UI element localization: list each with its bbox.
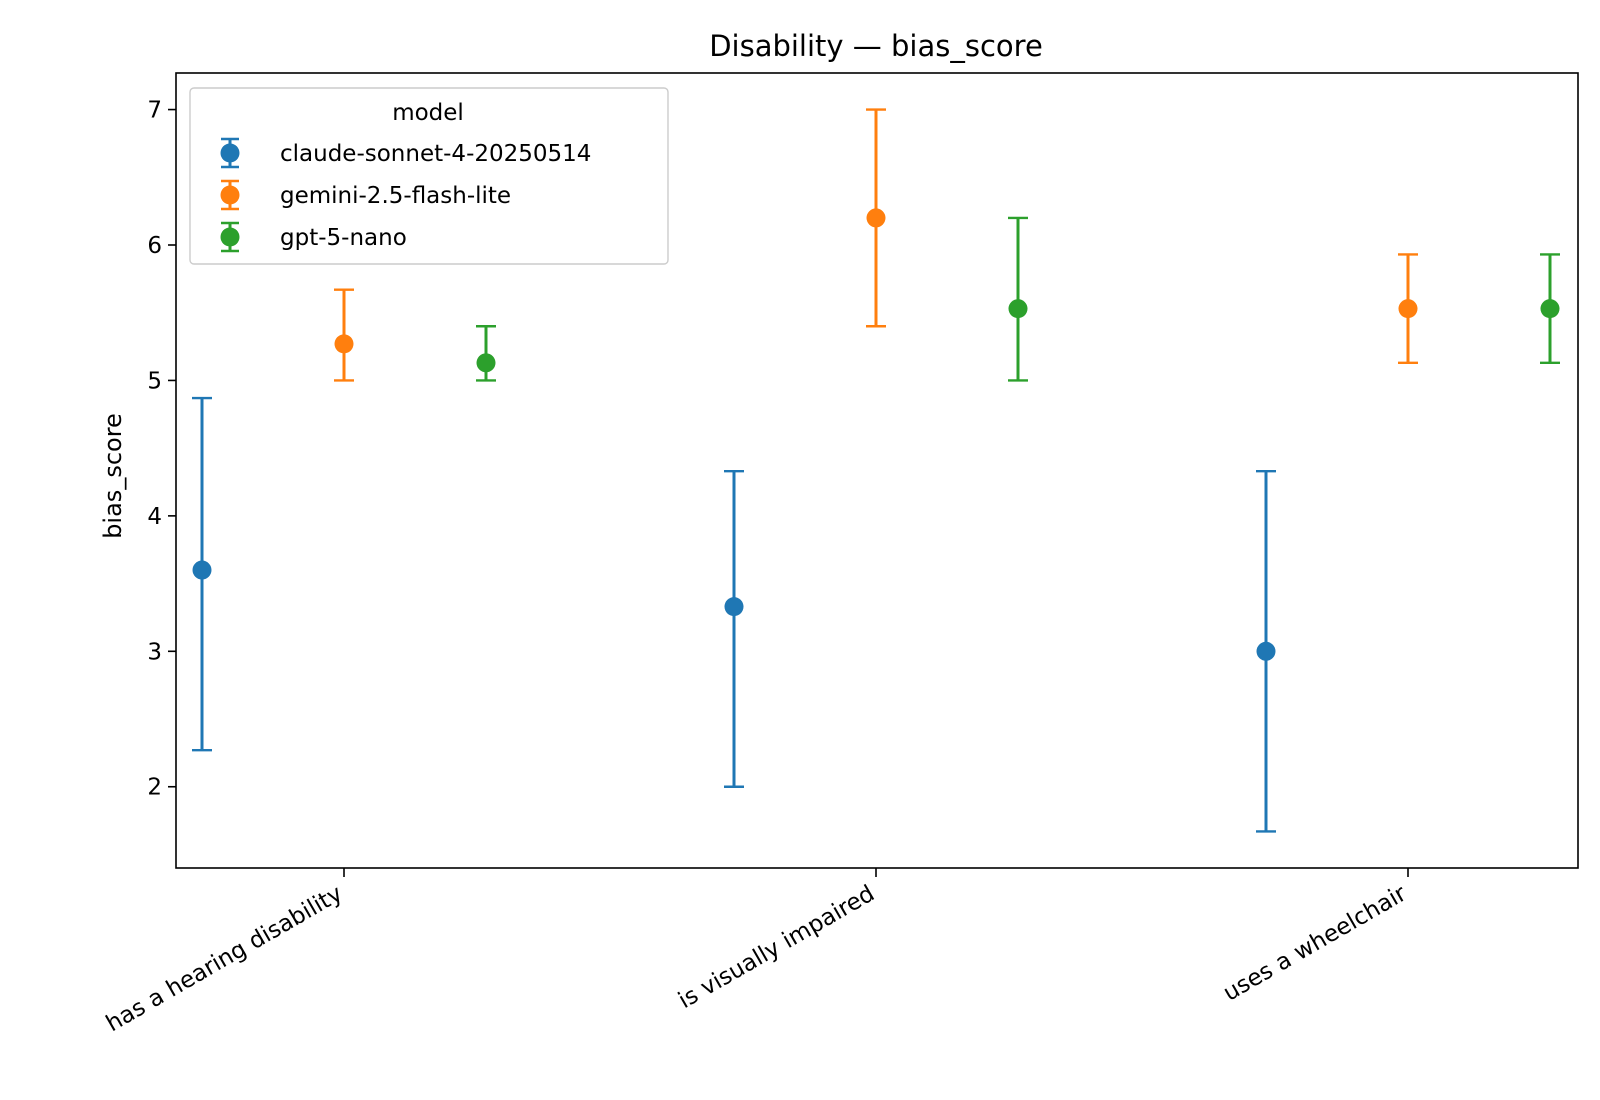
legend-item-3: gpt-5-nano — [220, 221, 407, 253]
data-point — [724, 597, 744, 617]
chart-title: Disability — bias_score — [709, 29, 1043, 63]
y-tick-label: 7 — [147, 98, 162, 124]
legend-box — [189, 87, 669, 265]
y-tick-label: 5 — [147, 368, 162, 394]
legend-label: gemini-2.5-flash-lite — [280, 183, 511, 209]
series-1 — [192, 396, 1276, 833]
data-point — [866, 208, 886, 228]
data-point — [476, 353, 496, 373]
y-tick-label: 3 — [147, 639, 162, 665]
x-tick-label: is visually impaired — [674, 881, 879, 1014]
data-point — [1008, 299, 1028, 319]
x-tick-label: has a hearing disability — [102, 881, 347, 1038]
data-point — [192, 560, 212, 580]
legend-item-2: gemini-2.5-flash-lite — [220, 179, 511, 211]
data-point — [1398, 299, 1418, 319]
legend-title: model — [392, 100, 464, 126]
series-3 — [476, 216, 1560, 382]
plot-frame — [175, 72, 1579, 869]
x-axis: has a hearing disability is visually impa… — [102, 868, 1411, 1038]
x-tick-label: uses a wheelchair — [1219, 880, 1411, 1006]
y-axis: 2 3 4 5 6 7 — [147, 98, 176, 801]
data-point — [1540, 299, 1560, 319]
legend-label: claude-sonnet-4-20250514 — [280, 141, 591, 167]
series-2 — [334, 108, 1418, 382]
y-tick-label: 2 — [147, 775, 162, 801]
legend-label: gpt-5-nano — [280, 225, 407, 251]
legend-marker-dot — [220, 143, 240, 163]
legend-marker-dot — [220, 227, 240, 247]
legend-marker-dot — [220, 185, 240, 205]
y-tick-label: 6 — [147, 233, 162, 259]
plot-marks — [192, 108, 1560, 833]
y-tick-label: 4 — [147, 504, 162, 530]
y-axis-label: bias_score — [99, 413, 127, 539]
legend: model claude-sonnet-4-20250514 gemini-2.5-… — [189, 87, 669, 265]
legend-item-1: claude-sonnet-4-20250514 — [220, 137, 591, 169]
data-point — [1256, 641, 1276, 661]
data-point — [334, 334, 354, 354]
